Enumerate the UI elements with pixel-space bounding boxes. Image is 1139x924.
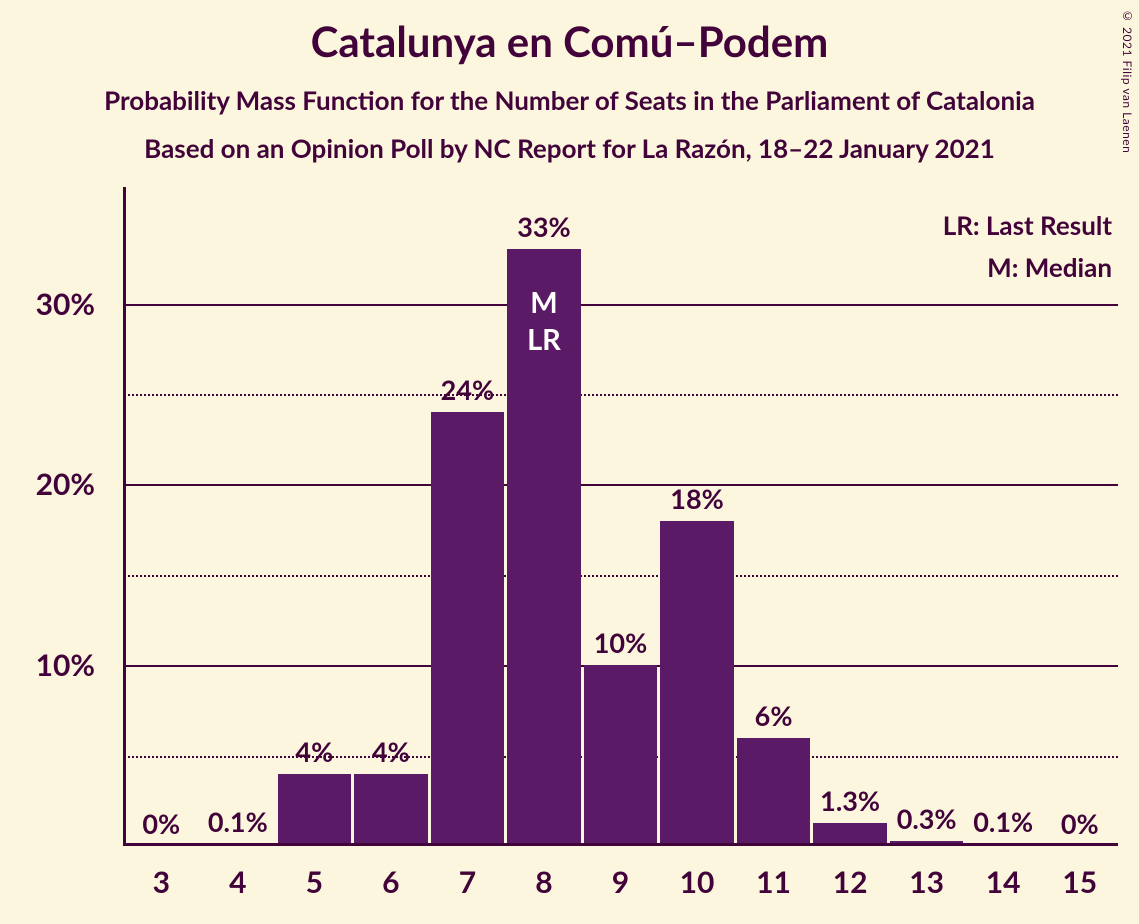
- bar: [737, 738, 811, 847]
- x-tick-label: 4: [229, 864, 246, 900]
- bar-slot: 4%: [353, 195, 430, 846]
- bar: [354, 774, 428, 846]
- bar: [660, 521, 734, 847]
- bar-slot: 18%: [659, 195, 736, 846]
- x-tick-label: 5: [306, 864, 323, 900]
- bar-value-label: 0.1%: [200, 805, 277, 838]
- bar-slot: 6%: [735, 195, 812, 846]
- x-tick-label: 11: [756, 864, 791, 900]
- bar-value-label: 0%: [123, 807, 200, 840]
- bar-slot: 10%: [582, 195, 659, 846]
- x-tick-label: 12: [833, 864, 868, 900]
- x-tick-label: 8: [535, 864, 552, 900]
- bar-slot: 0%: [1041, 195, 1118, 846]
- bar-value-label: 1.3%: [812, 784, 889, 817]
- bar-value-label: 0.1%: [965, 805, 1042, 838]
- x-tick-label: 15: [1062, 864, 1097, 900]
- bar-slot: 0.3%: [888, 195, 965, 846]
- x-tick-label: 6: [382, 864, 399, 900]
- chart-subtitle-2: Based on an Opinion Poll by NC Report fo…: [0, 116, 1139, 164]
- chart-subtitle-1: Probability Mass Function for the Number…: [0, 66, 1139, 116]
- x-axis: [123, 843, 1118, 846]
- x-tick-label: 14: [986, 864, 1021, 900]
- plot-region: 10%20%30%0%0.1%4%4%24%MLR33%10%18%6%1.3%…: [113, 195, 1118, 846]
- bar-value-label: 10%: [582, 626, 659, 659]
- bars-container: 0%0.1%4%4%24%MLR33%10%18%6%1.3%0.3%0.1%0…: [123, 195, 1118, 846]
- bar-value-label: 4%: [276, 735, 353, 768]
- chart-area: LR: Last Result M: Median 10%20%30%0%0.1…: [113, 195, 1118, 846]
- x-tick-label: 10: [680, 864, 715, 900]
- bar-value-label: 4%: [353, 735, 430, 768]
- y-tick-label: 10%: [36, 647, 113, 683]
- bar: [278, 774, 352, 846]
- bar-slot: 4%: [276, 195, 353, 846]
- bar-slot: 0%: [123, 195, 200, 846]
- chart-title: Catalunya en Comú–Podem: [0, 0, 1139, 66]
- bar-value-label: 0.3%: [888, 802, 965, 835]
- bar-marker-label: MLR: [507, 285, 581, 358]
- bar-value-label: 6%: [735, 699, 812, 732]
- bar-slot: 0.1%: [965, 195, 1042, 846]
- bar: [431, 412, 505, 846]
- y-tick-label: 20%: [36, 466, 113, 502]
- x-tick-label: 9: [612, 864, 629, 900]
- x-tick-label: 7: [459, 864, 476, 900]
- y-axis: [123, 187, 126, 846]
- bar-value-label: 24%: [429, 373, 506, 406]
- bar-value-label: 0%: [1041, 807, 1118, 840]
- bar-slot: 0.1%: [200, 195, 277, 846]
- x-tick-label: 3: [153, 864, 170, 900]
- bar-value-label: 33%: [506, 210, 583, 243]
- y-tick-label: 30%: [36, 286, 113, 322]
- bar-slot: 1.3%: [812, 195, 889, 846]
- bar: [584, 665, 658, 846]
- x-tick-label: 13: [909, 864, 944, 900]
- bar-slot: 24%: [429, 195, 506, 846]
- bar: MLR: [507, 249, 581, 846]
- bar-value-label: 18%: [659, 482, 736, 515]
- copyright-text: © 2021 Filip van Laenen: [1120, 8, 1135, 153]
- bar-slot: MLR 33%: [506, 195, 583, 846]
